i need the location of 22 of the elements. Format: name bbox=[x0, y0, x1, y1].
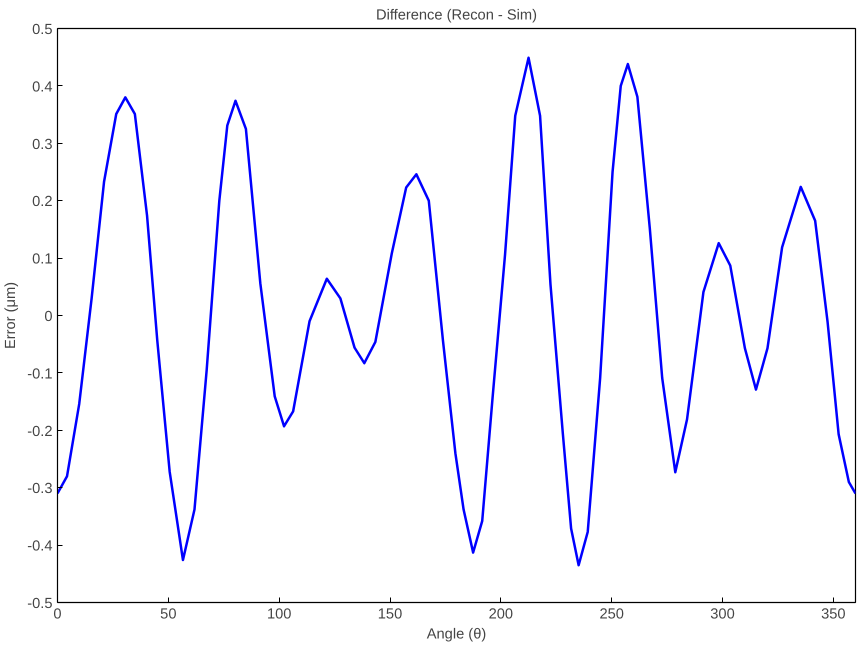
x-axis-title: Angle (θ) bbox=[426, 626, 486, 642]
y-tick-label: 0.4 bbox=[32, 79, 52, 96]
x-tick-label: 100 bbox=[266, 606, 292, 622]
y-tick-label: -0.5 bbox=[27, 596, 53, 612]
y-tick-label: 0.5 bbox=[32, 22, 52, 38]
line-series bbox=[58, 56, 856, 566]
y-tick-label: -0.1 bbox=[27, 366, 53, 382]
y-tick-label: -0.3 bbox=[27, 481, 53, 498]
chart-title: Difference (Recon - Sim) bbox=[376, 8, 537, 24]
y-axis-title: Error (μm) bbox=[3, 282, 20, 350]
y-tick-label: 0.1 bbox=[32, 252, 52, 268]
y-tick-label: 0 bbox=[44, 309, 53, 325]
x-tick-label: 300 bbox=[710, 606, 735, 622]
y-tick-label: -0.2 bbox=[27, 424, 53, 440]
x-tick-label: 50 bbox=[160, 606, 176, 622]
x-tick-label: 250 bbox=[599, 606, 624, 622]
x-tick-label: 150 bbox=[378, 606, 402, 622]
y-tick-label: -0.4 bbox=[27, 538, 53, 555]
y-tick-label: 0.3 bbox=[32, 136, 52, 153]
y-tick-label: 0.2 bbox=[32, 194, 52, 210]
x-tick-label: 350 bbox=[821, 606, 846, 622]
x-tick-label: 200 bbox=[488, 606, 514, 622]
